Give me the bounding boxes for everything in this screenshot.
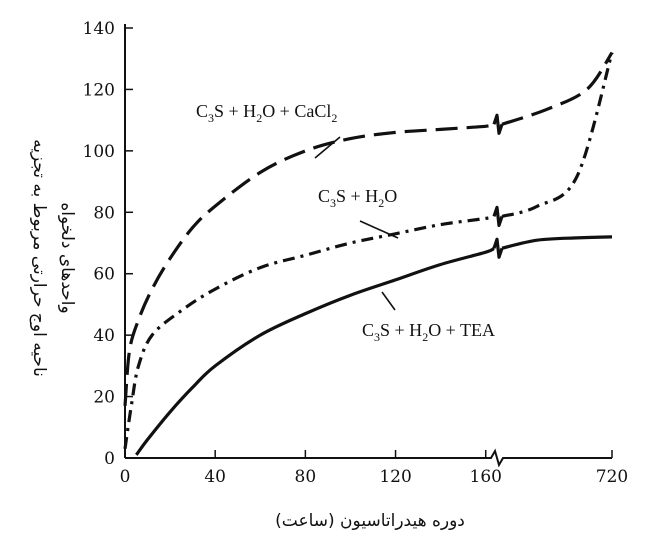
series-line-after-break bbox=[501, 51, 614, 126]
x-axis-line bbox=[125, 448, 612, 468]
series-label-text: C bbox=[362, 320, 374, 340]
series-break-mark bbox=[492, 205, 504, 228]
y-tick-label: 20 bbox=[93, 388, 115, 408]
series-label-text: C bbox=[196, 101, 208, 121]
x-tick-label: 720 bbox=[596, 467, 628, 487]
x-tick-label: 40 bbox=[204, 467, 226, 487]
y-axis-label-line-2: واحدهای دلخواه bbox=[57, 202, 77, 313]
y-axis-label-line-1: ناحیه اوج حرارتی مربوط به تجزیه bbox=[29, 139, 49, 377]
x-tick-label: 0 bbox=[120, 467, 131, 487]
x-axis-label: دوره هیدراتاسیون (ساعت) bbox=[275, 511, 465, 531]
series-line bbox=[123, 214, 495, 450]
series-label-subscript: 3 bbox=[330, 196, 336, 210]
series-label: C3S + H2O bbox=[318, 186, 397, 210]
y-tick-label: 60 bbox=[93, 265, 115, 285]
y-tick-label: 120 bbox=[83, 80, 115, 100]
series-label-subscript: 3 bbox=[208, 111, 214, 125]
y-tick-label: 40 bbox=[93, 326, 115, 346]
series-label-text: O bbox=[384, 186, 397, 206]
series-line-after-break bbox=[501, 52, 614, 218]
series-label-subscript: 2 bbox=[256, 111, 262, 125]
series-label-subscript: 2 bbox=[331, 111, 337, 125]
series-label: C3S + H2O + TEA bbox=[362, 320, 495, 344]
series-label-text: S + H bbox=[214, 101, 256, 121]
series-label: C3S + H2O + CaCl2 bbox=[196, 101, 337, 125]
y-tick-label: 80 bbox=[93, 203, 115, 223]
x-tick-label: 80 bbox=[295, 467, 317, 487]
series-label-leader bbox=[359, 220, 399, 239]
y-tick-label: 0 bbox=[104, 449, 115, 469]
series-label-text: O + TEA bbox=[428, 320, 495, 340]
series-label-leader bbox=[381, 291, 396, 311]
series-label-subscript: 3 bbox=[374, 330, 380, 344]
series-line bbox=[135, 246, 495, 456]
series-group bbox=[123, 51, 614, 456]
series-label-text: S + H bbox=[380, 320, 422, 340]
series-label-subscript: 2 bbox=[422, 330, 428, 344]
y-tick-label: 140 bbox=[83, 19, 115, 39]
y-tick-label: 100 bbox=[83, 142, 115, 162]
axes: 0 20 40 60 80 100 120 140 0 40 80 120 160 720 bbox=[83, 19, 629, 487]
x-tick-label: 120 bbox=[379, 467, 411, 487]
series-line bbox=[123, 122, 495, 406]
series-label-text: S + H bbox=[336, 186, 378, 206]
series-break-mark bbox=[492, 113, 504, 135]
series-label-leader bbox=[314, 136, 341, 159]
series-label-text: C bbox=[318, 186, 330, 206]
x-tick-label: 160 bbox=[470, 467, 502, 487]
series-line-after-break bbox=[501, 235, 613, 250]
series-label-text: O + CaCl bbox=[262, 101, 331, 121]
series-break-mark bbox=[492, 237, 504, 259]
series-label-subscript: 2 bbox=[378, 196, 384, 210]
